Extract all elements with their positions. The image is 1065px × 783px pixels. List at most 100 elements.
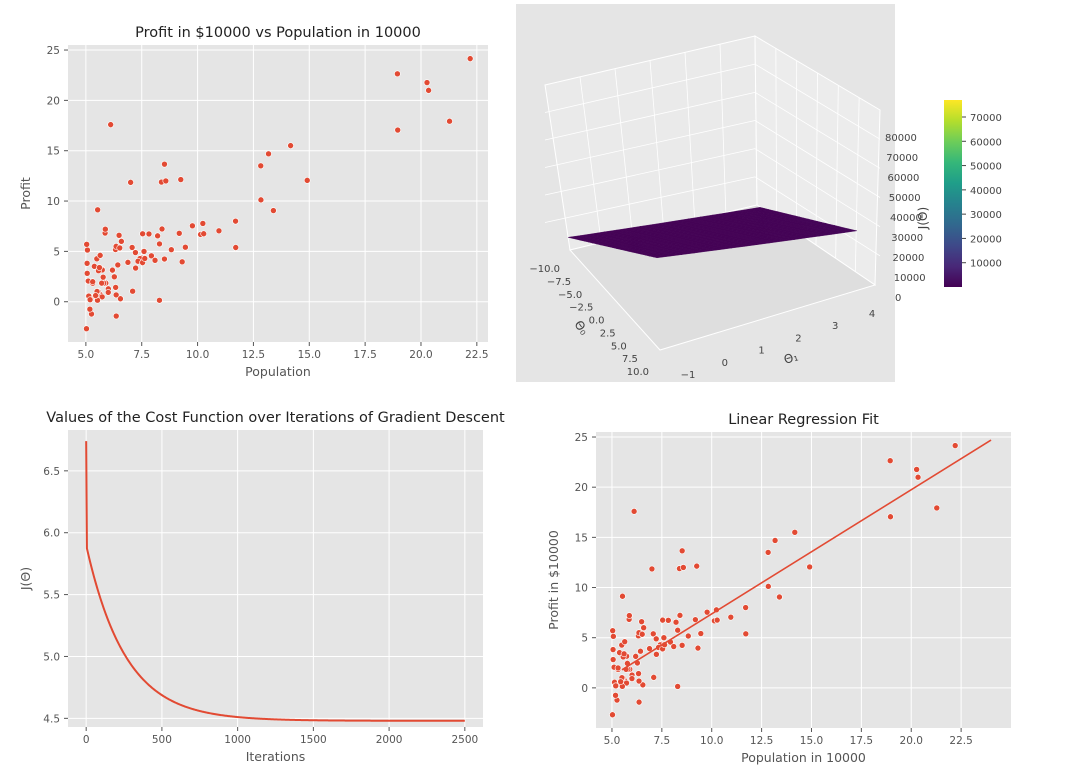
data-point [233,218,239,224]
y-tick-label: 10 [47,196,60,208]
data-point [621,651,627,657]
data-point [178,177,184,183]
data-point [182,244,188,250]
data-point [615,665,621,671]
colorbar-tick-label: 70000 [970,113,1002,124]
data-point [87,306,93,312]
x-axis-label: Population in 10000 [741,750,866,765]
data-point [102,226,108,232]
data-point [266,151,272,157]
x-tick-label: 15.0 [298,349,321,361]
data-point [743,631,749,637]
data-point [610,628,616,634]
data-point [155,233,161,239]
y-tick-label: 25 [575,432,588,444]
data-point [288,143,294,149]
data-point [629,676,635,682]
data-point [233,245,239,251]
data-point [673,619,679,625]
data-point [99,280,105,286]
z-tick-label: 30000 [891,233,923,244]
data-point [156,241,162,247]
data-point [613,692,619,698]
y-tick-label: 20 [47,95,60,107]
theta1-tick-label: 2 [795,333,801,344]
z-tick-label: 20000 [893,253,925,264]
data-point [113,313,119,319]
data-point [128,179,134,185]
data-point [133,265,139,271]
z-tick-label: 60000 [888,173,920,184]
x-tick-label: 12.5 [750,735,773,747]
x-tick-label: 10.0 [700,735,723,747]
z-axis-label: J(Θ) [916,207,930,230]
data-point [728,614,734,620]
data-point [914,466,920,472]
y-tick-label: 15 [47,146,60,158]
x-tick-label: 2000 [376,734,403,746]
theta1-tick-label: 1 [758,346,764,357]
y-axis-label: J(Θ) [18,567,33,591]
data-point [637,648,643,654]
data-point [622,639,628,645]
data-point [258,197,264,203]
theta0-tick-label: −7.5 [547,277,571,288]
x-tick-label: 20.0 [900,735,923,747]
z-tick-label: 50000 [889,193,921,204]
colorbar-tick-label: 10000 [970,259,1002,270]
y-tick-label: 4.5 [43,713,60,725]
x-tick-label: 12.5 [242,349,265,361]
data-point [141,248,147,254]
data-point [113,284,119,290]
theta1-tick-label: 3 [832,321,838,332]
data-point [675,683,681,689]
data-point [394,71,400,77]
theta1-tick-label: 4 [869,309,875,320]
data-point [618,679,624,685]
theta1-tick-label: −1 [681,370,696,381]
data-point [125,259,131,265]
data-point [636,678,642,684]
z-tick-label: 0 [895,293,901,304]
data-point [200,220,206,226]
data-point [934,505,940,511]
data-point [698,631,704,637]
theta0-tick-label: 7.5 [622,354,638,365]
y-tick-label: 5 [581,633,588,645]
plot-background [68,45,488,342]
colorbar-tick-label: 20000 [970,234,1002,245]
data-point [692,617,698,623]
y-axis-label: Profit in $10000 [546,530,561,630]
data-point [651,674,657,680]
y-tick-label: 0 [581,683,588,695]
data-point [117,245,123,251]
colorbar [944,100,962,287]
data-point [258,163,264,169]
data-point [619,593,625,599]
data-point [765,549,771,555]
data-point [704,609,710,615]
x-tick-label: 500 [152,734,172,746]
y-tick-label: 25 [47,45,60,57]
data-point [179,259,185,265]
y-tick-label: 5.0 [43,651,60,663]
x-tick-label: 10.0 [186,349,209,361]
theta0-tick-label: 5.0 [611,341,627,352]
data-point [161,256,167,262]
data-point [189,223,195,229]
data-point [915,474,921,480]
y-tick-label: 6.0 [43,528,60,540]
chart-1: −10.0−7.5−5.0−2.50.02.55.07.510.0Θ₀−1012… [516,4,1002,382]
theta0-tick-label: 10.0 [627,367,649,378]
data-point [636,671,642,677]
data-point [765,583,771,589]
data-point [115,262,121,268]
data-point [163,178,169,184]
data-point [776,594,782,600]
data-point [96,265,102,271]
